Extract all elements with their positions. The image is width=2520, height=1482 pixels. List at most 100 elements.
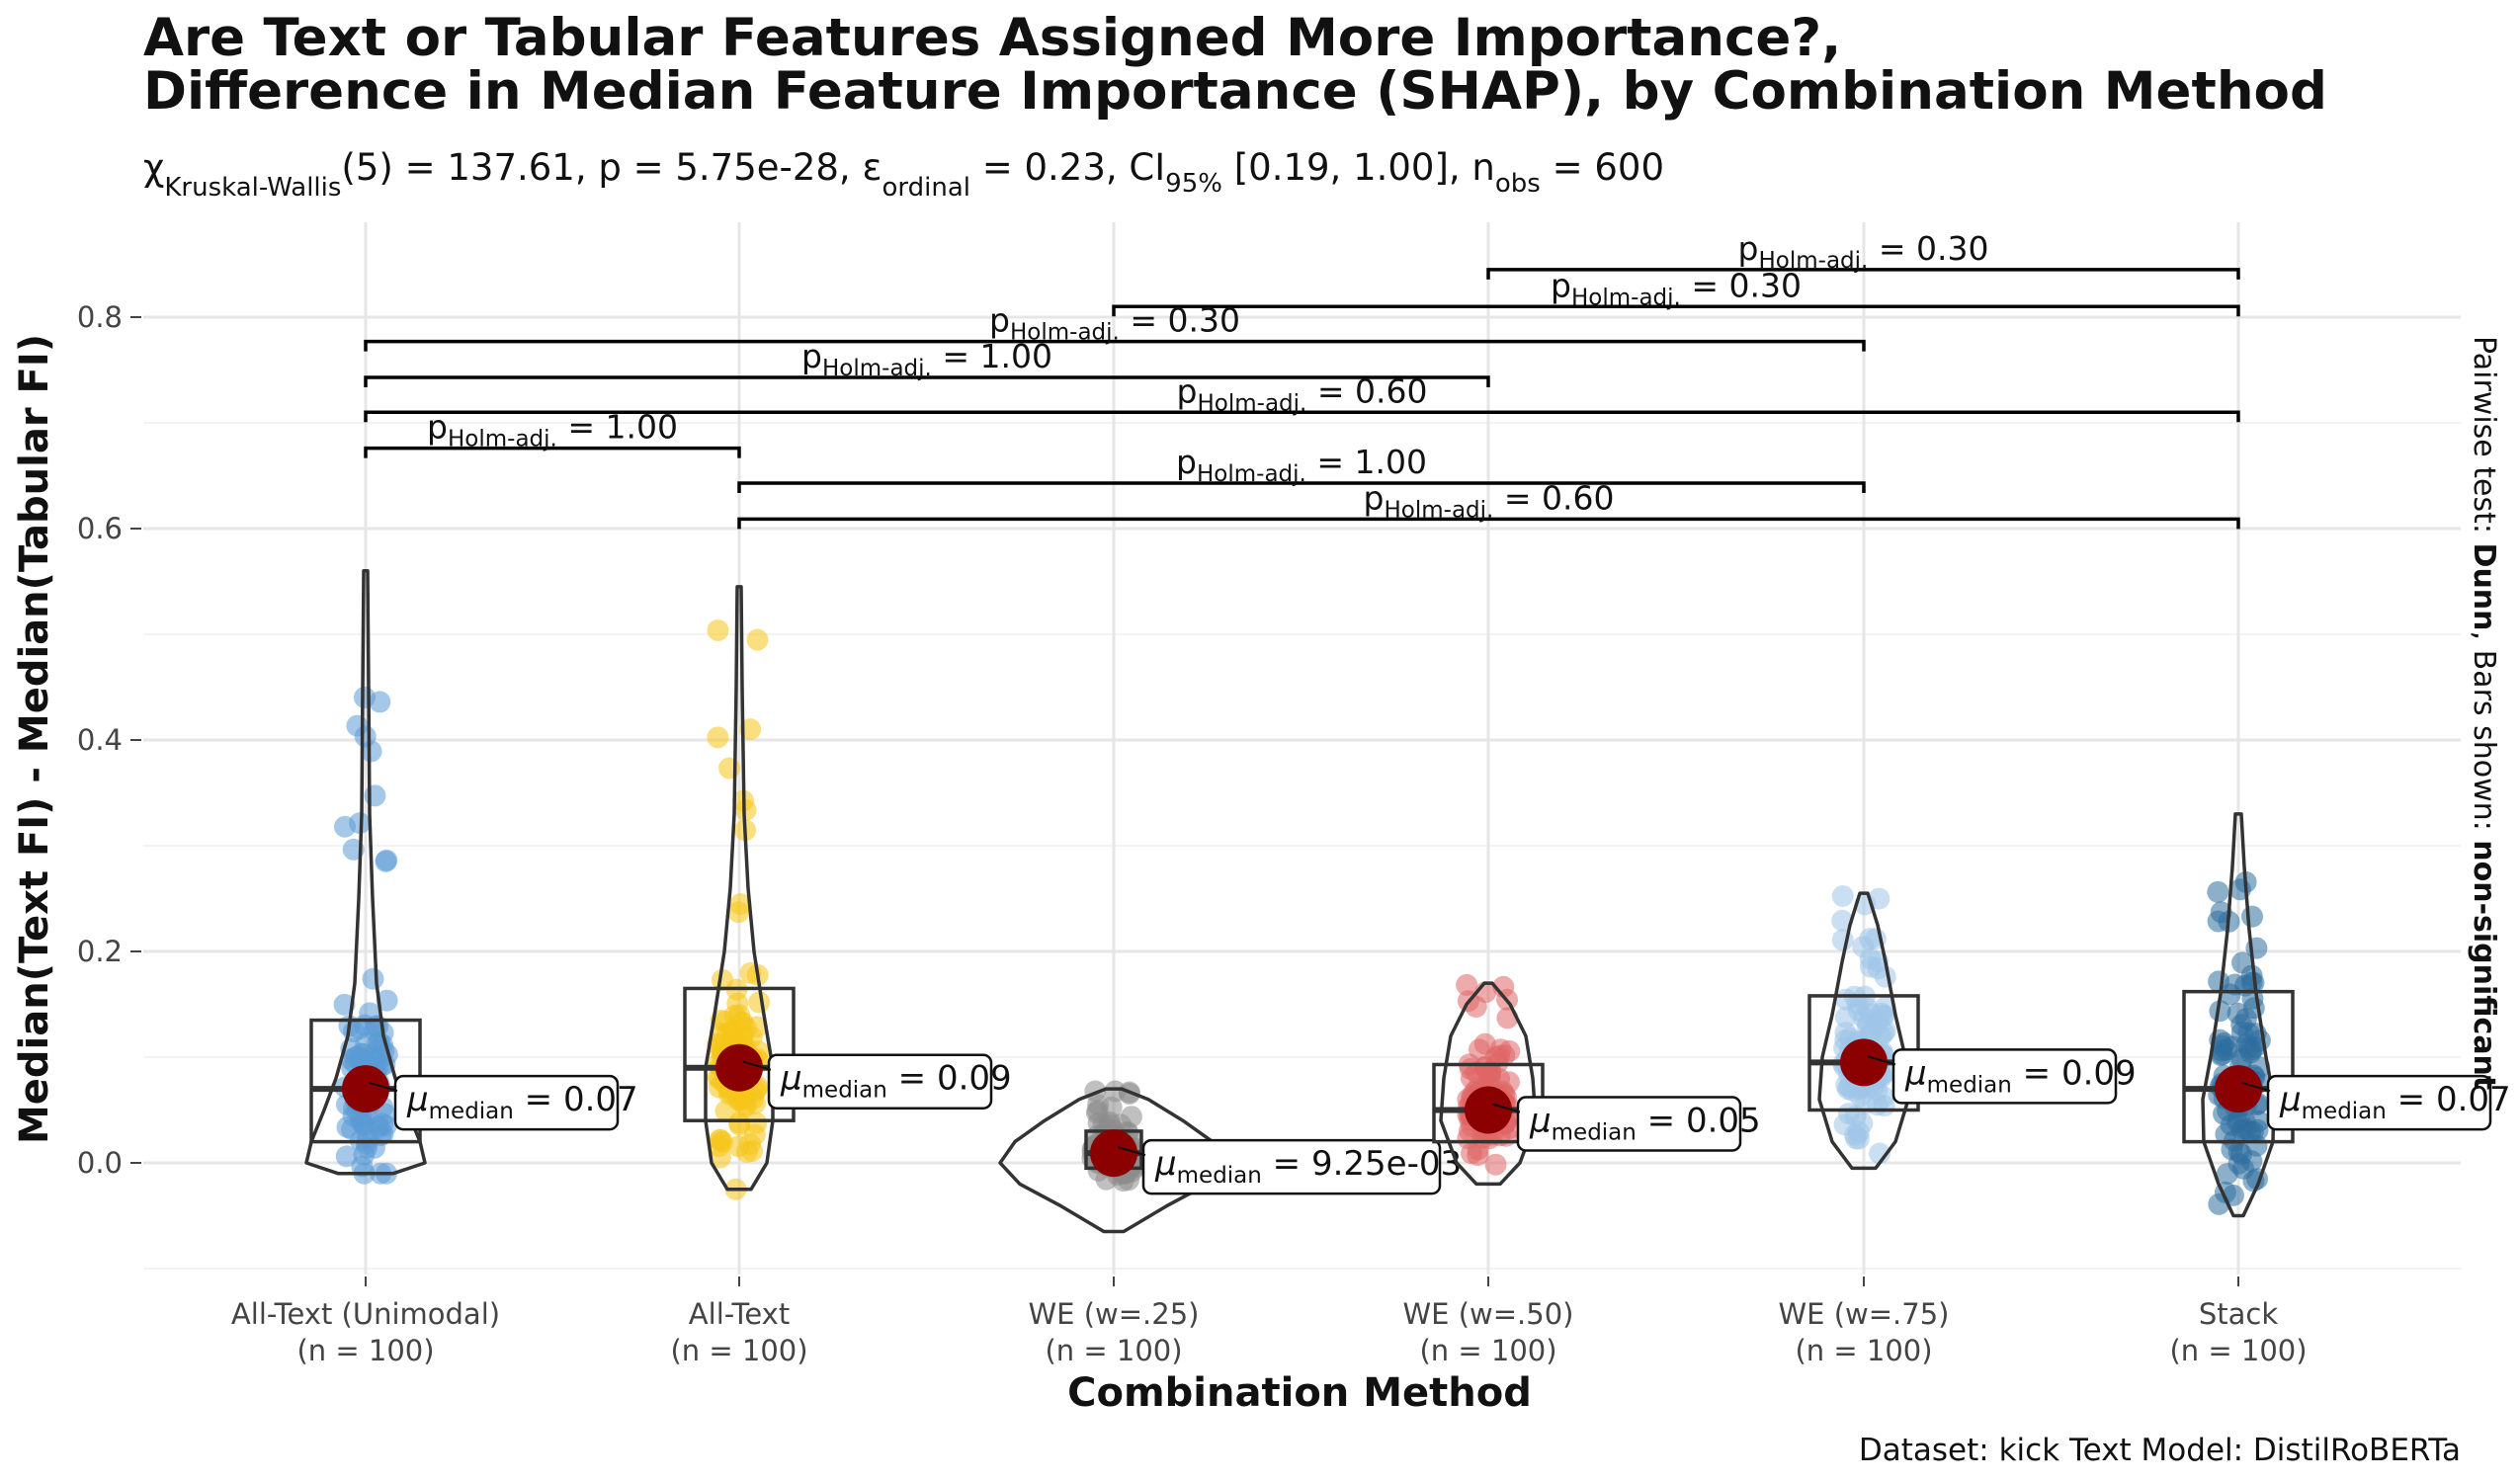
data-point (1473, 1032, 1496, 1055)
median-label-box (767, 1053, 993, 1110)
data-point (372, 1122, 394, 1145)
data-point (1831, 929, 1854, 951)
x-tick-n-label: (n = 100) (296, 1334, 434, 1367)
data-point (1847, 1120, 1870, 1143)
data-point (1870, 1002, 1892, 1025)
data-point (1484, 1153, 1507, 1176)
data-point (353, 686, 376, 708)
pairwise-bar: pHolm-adj. = 1.00 (364, 337, 1490, 387)
median-label-value: = 0.09 (2012, 1053, 2137, 1093)
data-point (748, 991, 771, 1014)
data-point (335, 1145, 358, 1168)
caption: Dataset: kick Text Model: DistilRoBERTa (1859, 1433, 2461, 1468)
median-label-sub: median (1177, 1163, 1262, 1189)
pairwise-p-value: = 1.00 (1306, 443, 1427, 481)
pairwise-bar: pHolm-adj. = 0.30 (1486, 229, 2240, 280)
median-dot (1465, 1086, 1512, 1134)
pairwise-p-prefix: p (801, 337, 822, 375)
median-label-sub: median (429, 1099, 514, 1124)
x-tick-label: Stack (2199, 1297, 2278, 1331)
pairwise-p-sub: Holm-adj. (822, 356, 932, 381)
median-dot (715, 1043, 763, 1092)
pairwise-p-sub: Holm-adj. (1384, 497, 1493, 523)
pairwise-p-value: = 0.30 (1868, 229, 1988, 268)
median-label-value: = 0.05 (1637, 1102, 1761, 1141)
data-point (740, 1026, 763, 1048)
median-label-text: μmedian = 0.09 (1904, 1053, 2137, 1098)
chi-subscript: Kruskal-Wallis (164, 173, 341, 203)
pairwise-p-prefix: p (1177, 371, 1198, 410)
data-point (375, 850, 397, 872)
data-point (1831, 909, 1854, 932)
y-axis: 0.0 0.2 0.4 0.6 0.8 (77, 300, 141, 1180)
ci-value: [0.19, 1.00], n (1222, 146, 1495, 189)
pairwise-p-prefix: p (427, 408, 448, 447)
data-point (354, 725, 377, 748)
median-label-text: μmedian = 0.05 (1529, 1102, 1761, 1146)
y-tick-label: 0.0 (77, 1146, 123, 1180)
data-point (707, 726, 729, 749)
data-point (1478, 1067, 1501, 1090)
group-6: μmedian = 0.07 (2182, 812, 2511, 1218)
median-label-sub: median (2302, 1099, 2387, 1124)
pairwise-p-label: pHolm-adj. = 0.60 (1177, 371, 1428, 416)
data-point (707, 618, 729, 641)
median-label-box (1891, 1048, 2118, 1105)
pairwise-p-sub: Holm-adj. (1758, 248, 1868, 274)
data-point (2216, 1038, 2238, 1061)
pairwise-note-shown: non-significant (2467, 840, 2501, 1090)
data-point (362, 967, 384, 990)
pairwise-bar: pHolm-adj. = 0.30 (1112, 266, 2240, 317)
x-tick-n-label: (n = 100) (1795, 1334, 1932, 1367)
stats-subtitle: χKruskal-Wallis(5) = 137.61, p = 5.75e-2… (143, 146, 1664, 203)
pairwise-p-label: pHolm-adj. = 0.30 (1738, 229, 1989, 274)
median-label-mu: μ (1529, 1102, 1552, 1141)
median-label-mu: μ (406, 1080, 429, 1119)
data-point (2242, 997, 2265, 1020)
pairwise-bar: pHolm-adj. = 1.00 (737, 443, 1866, 493)
median-label-pointer (1491, 1103, 1521, 1113)
pairwise-note-test: Dunn (2467, 543, 2501, 631)
group-3: μmedian = 9.25e-03 (998, 1080, 1462, 1234)
data-point (743, 1123, 766, 1146)
data-point (739, 718, 762, 741)
pairwise-p-prefix: p (1176, 443, 1197, 481)
pairwise-p-sub: Holm-adj. (1197, 390, 1306, 416)
median-label-box (2266, 1074, 2492, 1131)
pairwise-p-prefix: p (1738, 229, 1759, 268)
data-point (2210, 901, 2232, 924)
data-point (340, 1117, 363, 1140)
median-label-pointer (2241, 1082, 2271, 1093)
x-tick-n-label: (n = 100) (1045, 1334, 1182, 1367)
pairwise-p-value: = 1.00 (932, 337, 1052, 375)
data-point (1467, 1138, 1489, 1161)
median-label: μmedian = 0.07 (2241, 1074, 2511, 1131)
median-label-text: μmedian = 0.07 (2279, 1080, 2511, 1124)
pairwise-p-sub: Holm-adj. (448, 427, 557, 453)
pairwise-p-value: = 1.00 (557, 408, 678, 447)
median-dot (342, 1065, 389, 1113)
pairwise-test-note: Pairwise test: Dunn, Bars shown: non-sig… (2467, 336, 2501, 1090)
data-point (2231, 951, 2254, 974)
median-label-text: μmedian = 0.09 (780, 1059, 1012, 1104)
y-axis-title: Median(Text FI) - Median(Tabular FI) (12, 334, 57, 1144)
data-point (1869, 1142, 1891, 1165)
pairwise-bar-line (737, 517, 2240, 530)
chi-value: (5) = 137.61, p = 5.75e-28, ε (341, 146, 882, 189)
data-point (2241, 905, 2264, 928)
pairwise-p-label: pHolm-adj. = 1.00 (801, 337, 1052, 381)
data-point (376, 989, 398, 1012)
x-tick-label: All-Text (689, 1297, 790, 1331)
x-tick-n-label: (n = 100) (1419, 1334, 1556, 1367)
data-point (2209, 1000, 2231, 1023)
data-point (719, 1021, 742, 1043)
pairwise-note-prefix: Pairwise test: (2467, 336, 2501, 543)
data-point (2216, 1163, 2238, 1186)
pairwise-p-value: = 0.60 (1306, 371, 1427, 410)
median-label-sub: median (1927, 1072, 2012, 1098)
median-label: μmedian = 0.05 (1491, 1096, 1761, 1152)
nobs-subscript: obs (1495, 169, 1541, 199)
